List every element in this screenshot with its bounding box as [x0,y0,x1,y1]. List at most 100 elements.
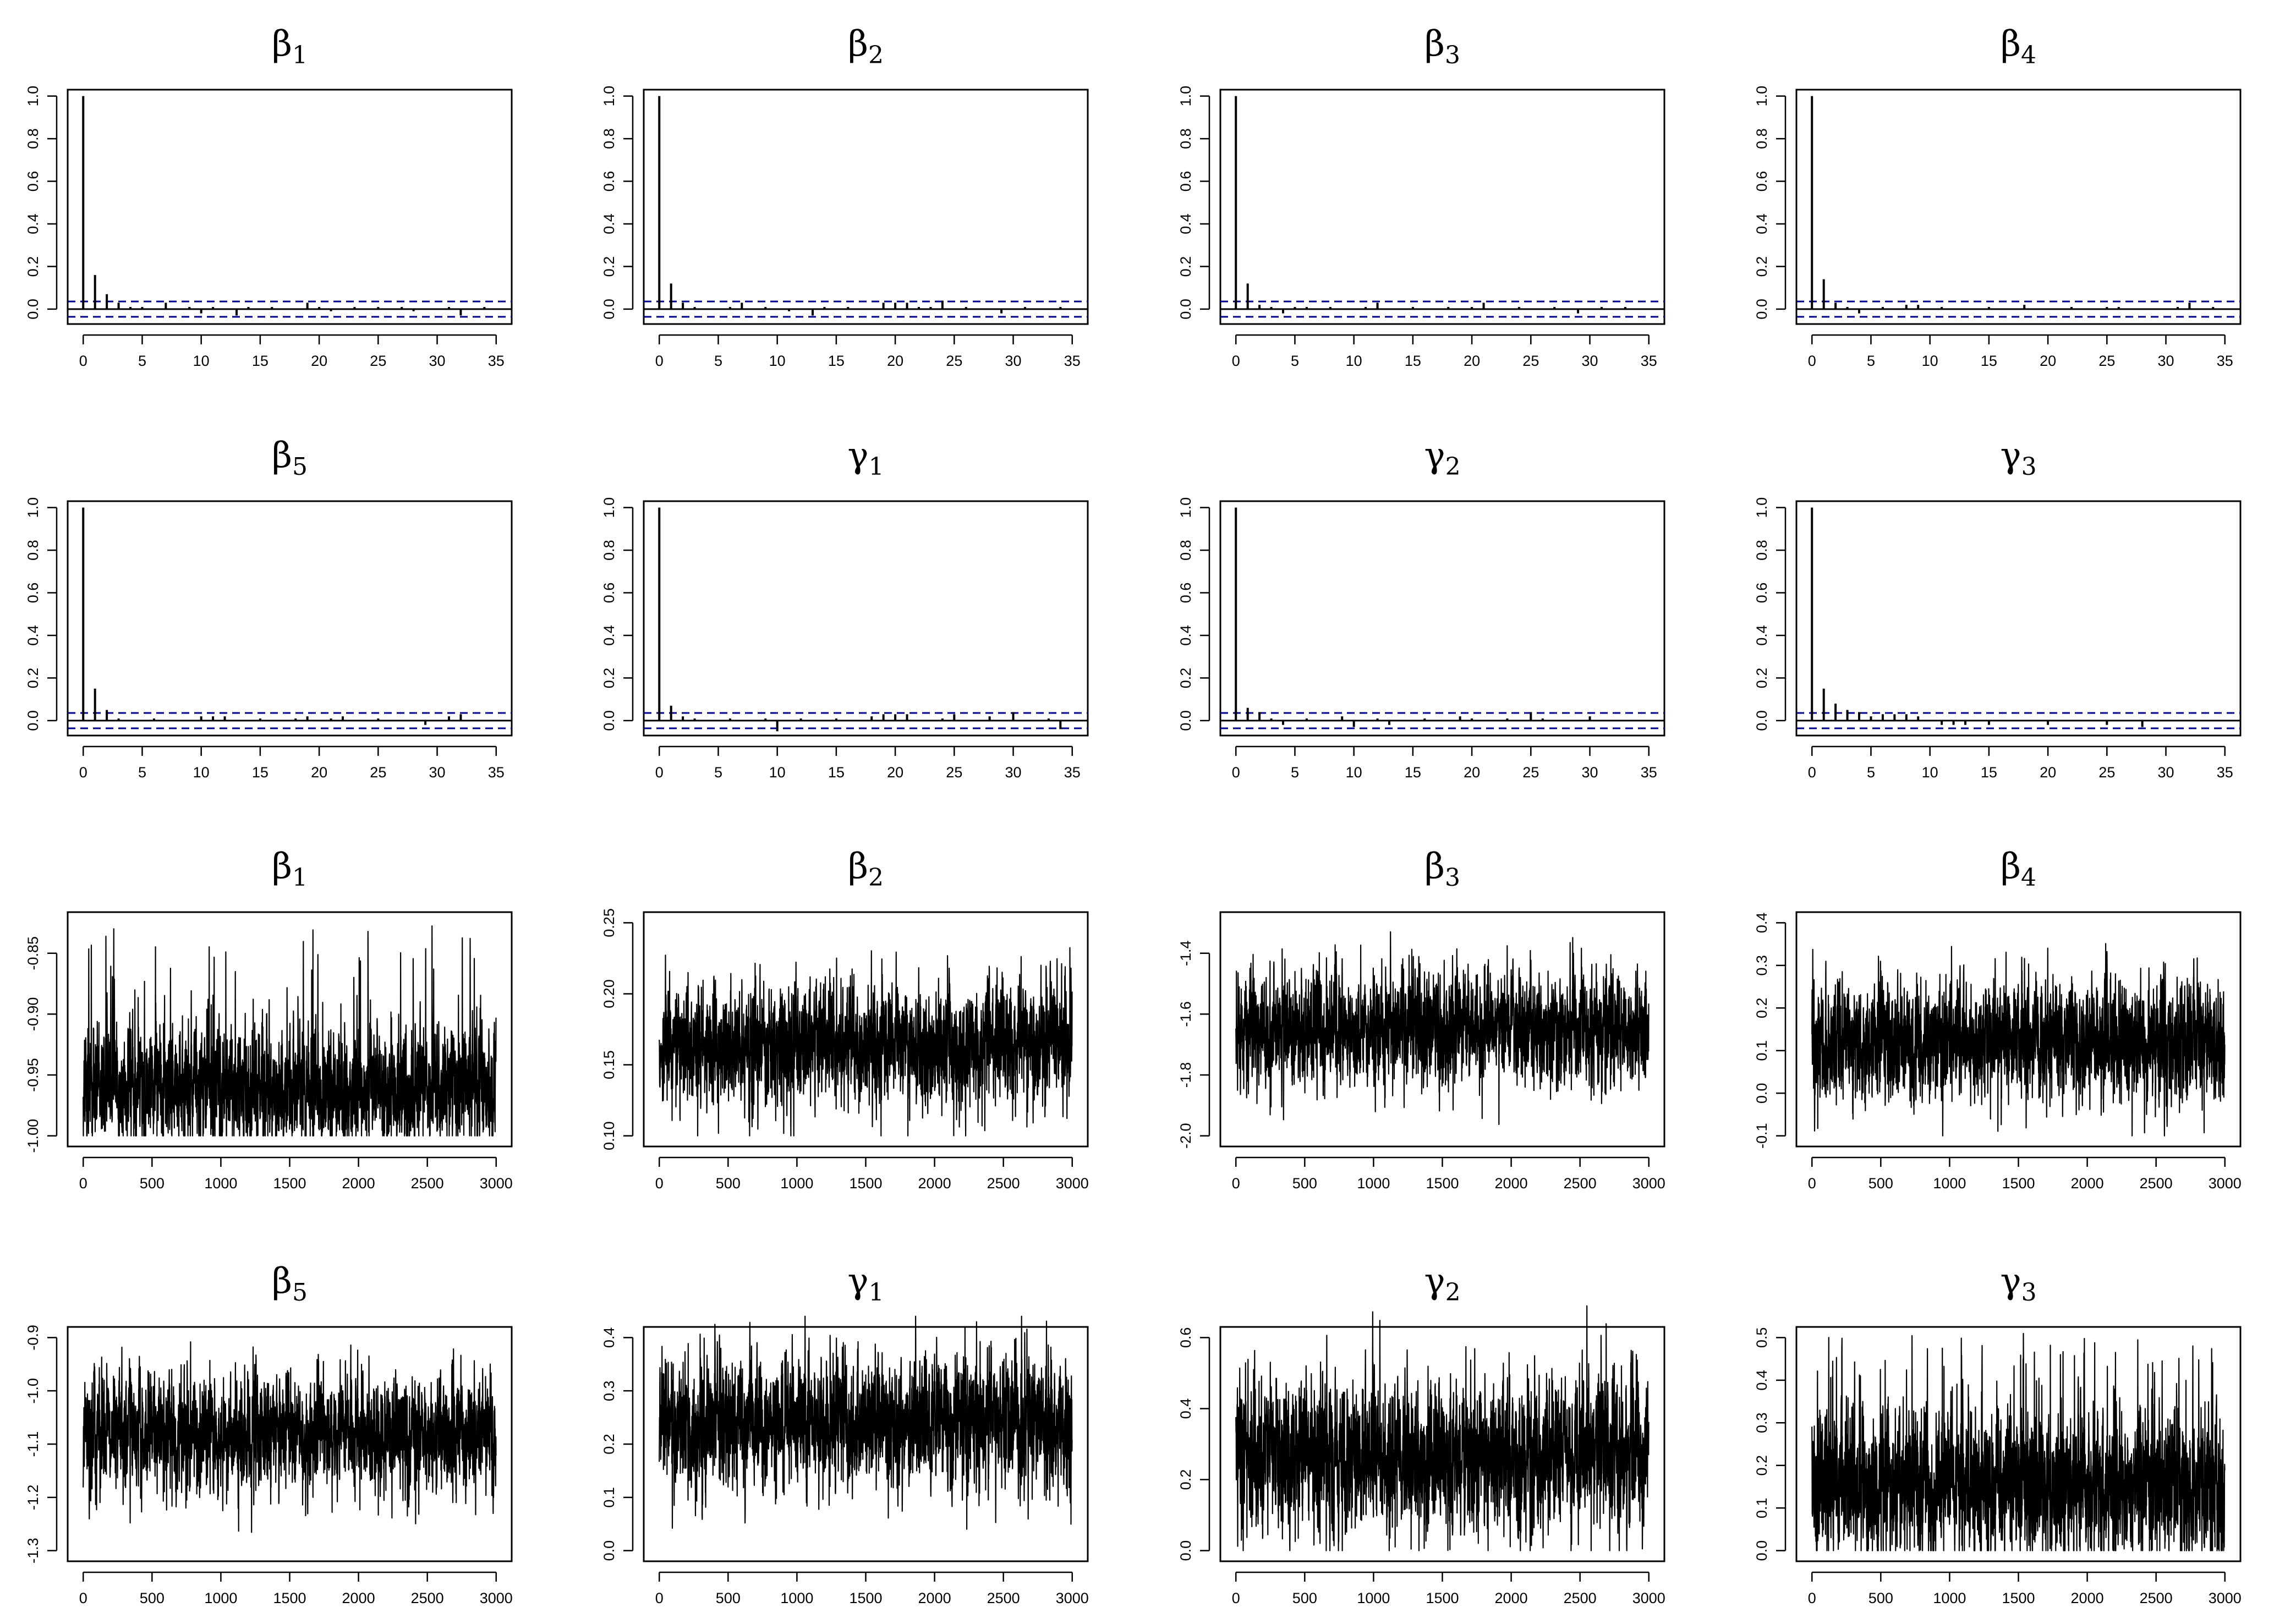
y-tick-label: 0.4 [25,213,41,234]
x-tick-label: 10 [1346,353,1362,369]
y-tick-label: 1.0 [601,497,617,518]
y-tick-label: 0.4 [1177,625,1194,646]
trace-line [83,1341,497,1533]
y-tick-label: -1.4 [1177,940,1194,966]
panel-title: β3 [1424,846,1460,892]
y-tick-label: 1.0 [1177,86,1194,107]
x-tick-label: 35 [2217,353,2233,369]
trace-panel-11: β3 0 500 1000 1500 2000 2500 3000 -2.0 -1.8 -1.6 -1… [1177,846,1665,1192]
acf-panel-7: γ2 0 5 10 15 20 25 30 35 0.0 0.2 0.4 0.6 0.8 1.0 [1177,435,1665,781]
y-tick-label: 0.4 [1177,213,1194,234]
y-tick-label: 0.0 [601,1540,617,1561]
trace-line [1811,1332,2226,1551]
x-tick-label: 10 [769,764,786,781]
x-tick-label: 2000 [1495,1590,1528,1606]
y-tick-label: 0.20 [601,979,617,1008]
x-tick-label: 25 [2098,764,2115,781]
acf-panel-2: β2 0 5 10 15 20 25 30 35 0.0 0.2 0.4 0.6 0.8 1.0 [601,24,1089,369]
plot-frame [67,89,513,325]
y-tick-label: 0.5 [1754,1327,1770,1348]
x-tick-label: 2500 [411,1590,444,1606]
x-tick-label: 0 [79,1175,87,1192]
x-tick-label: 25 [2098,353,2115,369]
y-tick-label: 0.2 [1177,256,1194,277]
plot-frame [1219,89,1665,325]
x-tick-label: 15 [828,764,845,781]
x-tick-label: 1500 [1426,1175,1459,1192]
x-tick-label: 0 [79,764,87,781]
x-tick-label: 1500 [849,1590,882,1606]
y-tick-label: -2.0 [1177,1123,1194,1149]
x-tick-label: 5 [138,764,146,781]
x-tick-label: 15 [1981,764,1997,781]
x-tick-label: 15 [1981,353,1997,369]
plot-frame [643,911,1089,1148]
plot-frame [1795,911,2242,1148]
plot-frame [1219,500,1665,737]
x-tick-label: 15 [1405,764,1421,781]
x-tick-label: 3000 [480,1175,513,1192]
panel-title: γ3 [2000,435,2036,481]
y-tick-label: 0.4 [601,625,617,646]
x-tick-label: 1000 [780,1590,813,1606]
x-tick-label: 1000 [1933,1175,1966,1192]
x-tick-label: 0 [1808,764,1816,781]
y-tick-label: 0.8 [1177,540,1194,561]
y-tick-label: 0.6 [1177,1327,1194,1348]
x-tick-label: 10 [193,764,210,781]
y-tick-label: 0.0 [1754,710,1770,731]
plot-frame [643,500,1089,737]
y-tick-label: 1.0 [1177,497,1194,518]
x-tick-label: 0 [1232,353,1240,369]
x-tick-label: 20 [311,764,327,781]
x-tick-label: 1000 [1357,1175,1390,1192]
trace-line [1811,943,2226,1137]
x-tick-label: 2000 [342,1175,375,1192]
x-tick-label: 2500 [411,1175,444,1192]
y-tick-label: 0.6 [1177,583,1194,603]
y-tick-label: 0.15 [601,1050,617,1079]
x-tick-label: 35 [488,353,505,369]
x-tick-label: 25 [370,353,386,369]
y-tick-label: 0.4 [601,213,617,234]
x-tick-label: 1500 [2002,1590,2035,1606]
y-tick-label: -1.0 [25,1378,41,1404]
trace-panel-9: β1 0 500 1000 1500 2000 2500 3000 -1.00 -0.95 -0.9… [25,846,513,1192]
x-tick-label: 15 [252,353,269,369]
y-tick-label: 0.6 [1754,583,1770,603]
acf-panel-3: β3 0 5 10 15 20 25 30 35 0.0 0.2 0.4 0.6 0.8 1.0 [1177,24,1665,369]
y-tick-label: 0.4 [25,625,41,646]
x-tick-label: 500 [1868,1175,1893,1192]
x-tick-label: 25 [1522,764,1539,781]
x-tick-label: 20 [2040,764,2056,781]
x-tick-label: 0 [655,1175,664,1192]
acf-panel-6: γ1 0 5 10 15 20 25 30 35 0.0 0.2 0.4 0.6 0.8 1.0 [601,435,1089,781]
y-tick-label: 0.6 [601,583,617,603]
x-tick-label: 20 [1464,353,1480,369]
y-tick-label: 0.8 [601,128,617,149]
x-tick-label: 0 [79,1590,87,1606]
plot-frame [1219,1326,1665,1562]
y-tick-label: -1.3 [25,1538,41,1563]
panel-title: γ3 [2000,1261,2036,1307]
x-tick-label: 1000 [1357,1590,1390,1606]
x-tick-label: 3000 [480,1590,513,1606]
y-tick-label: 0.2 [1754,256,1770,277]
x-tick-label: 25 [946,353,962,369]
y-tick-label: 0.2 [1754,668,1770,689]
y-tick-label: 0.4 [1754,913,1770,934]
trace-panel-10: β2 0 500 1000 1500 2000 2500 3000 0.10 0.15 0.20 0.… [601,846,1089,1192]
y-tick-label: 0.0 [25,299,41,320]
x-tick-label: 35 [1641,353,1657,369]
y-tick-label: 0.25 [601,908,617,937]
x-tick-label: 1000 [780,1175,813,1192]
y-tick-label: 0.1 [1754,1040,1770,1061]
y-tick-label: 0.1 [1754,1497,1770,1518]
x-tick-label: 3000 [1056,1175,1089,1192]
trace-panel-15: γ2 0 500 1000 1500 2000 2500 3000 0.0 0.2 0.4 0.6 [1177,1261,1665,1606]
x-tick-label: 5 [714,764,722,781]
y-tick-label: 0.4 [1177,1398,1194,1419]
x-tick-label: 2500 [2140,1590,2173,1606]
x-tick-label: 1500 [1426,1590,1459,1606]
